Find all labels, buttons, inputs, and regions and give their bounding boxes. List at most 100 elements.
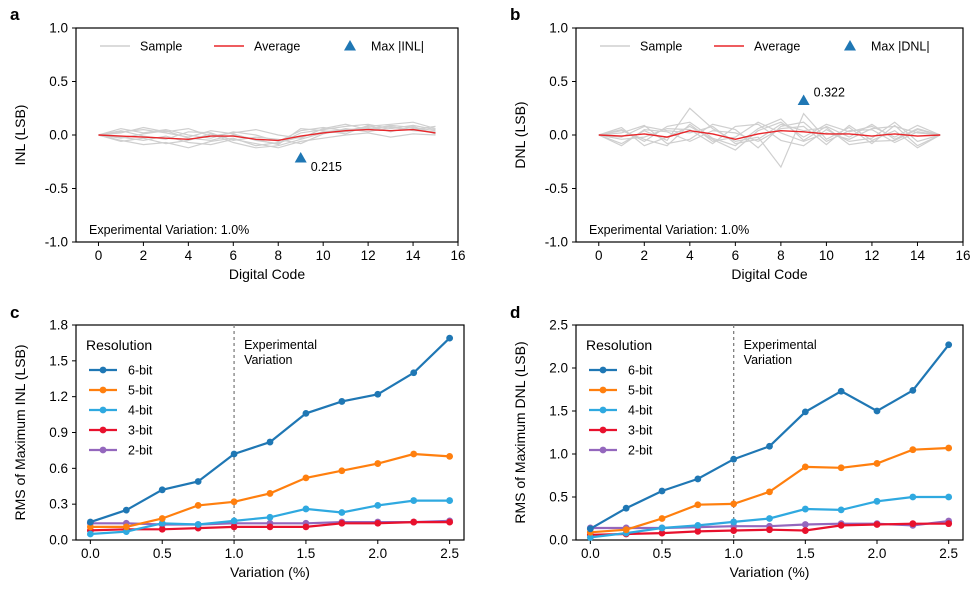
data-point [158,486,166,494]
data-point [446,518,454,526]
data-point [338,467,346,475]
data-point [158,525,166,533]
data-point [873,521,881,528]
series-6-bit-d [586,341,953,533]
series-4-bit-c [86,497,454,538]
x-tick-label-c: 0.0 [81,546,100,561]
data-point [837,506,845,514]
y-tick-label-b: 1.0 [549,21,568,36]
legend-entry: 2-bit [628,444,653,458]
data-point [266,523,274,531]
x-tick-label-c: 1.5 [297,546,316,561]
legend-sample-text: Sample [640,40,682,54]
legend-entry: 4-bit [128,404,153,418]
y-tick-label-b: 0.5 [549,74,568,89]
data-point [873,497,881,505]
data-point [694,521,702,529]
y-tick-label-c: 0.3 [49,497,68,512]
data-point [446,334,454,342]
data-point [730,455,738,463]
panel-c: c 0.0 0.5 1.0 1.5 2.0 2.5 0.0 0.3 0.6 0.9 1.2 1.5 1.8… [10,303,465,580]
x-tick-label-c: 2.5 [440,546,459,561]
data-point [194,521,202,528]
data-point [837,387,845,395]
x-axis-label-c: Variation (%) [230,564,310,580]
data-point [622,526,630,534]
data-point [658,529,666,537]
legend-marker [99,446,107,454]
data-point [266,490,274,497]
data-point [230,517,238,525]
y-tick-label-b: 0.0 [549,128,568,143]
data-point [766,515,773,522]
data-point [302,409,310,417]
legend-entry: 6-bit [128,364,153,378]
experimental-variation-note-a: Experimental Variation: 1.0% [89,223,249,237]
legend-entry: 2-bit [128,444,153,458]
data-point [694,475,702,483]
y-axis-label-b: DNL (LSB) [512,101,528,168]
data-point [86,523,94,531]
x-tick-label-c: 2.0 [368,546,387,561]
data-point [658,515,666,522]
data-point [122,528,130,536]
x-tick-label-b: 12 [864,248,879,263]
x-tick-label-b: 10 [819,248,834,263]
data-point [945,493,953,501]
data-point [658,487,666,495]
average-line-a [98,128,436,142]
legend-marker [599,386,607,394]
data-point [302,474,310,482]
data-point [410,369,418,377]
data-point [338,398,346,405]
x-tick-label-d: 2.0 [868,546,887,561]
x-tick-label-a: 14 [406,248,422,263]
data-point [586,525,594,533]
data-point [873,407,881,415]
data-point [909,446,917,454]
legend-sample-text: Sample [140,40,182,54]
y-axis-label-d: RMS of Maximum DNL (LSB) [512,341,528,523]
data-point [873,460,881,467]
x-tick-label-a: 4 [185,248,193,263]
x-tick-label-d: 0.0 [581,546,600,561]
x-tick-label-a: 6 [230,248,238,263]
data-point [945,444,953,452]
max-value-label-b: 0.322 [814,86,845,100]
data-point [374,501,382,509]
x-tick-label-d: 1.0 [724,546,743,561]
legend-title: Resolution [586,337,652,353]
data-point [801,463,809,471]
x-tick-label-a: 12 [361,248,376,263]
legend-average-text: Average [254,40,300,54]
y-tick-label-c: 1.8 [49,318,68,333]
legend-entry: 5-bit [628,384,653,398]
legend-entry: 5-bit [128,384,153,398]
panel-label-c: c [10,303,19,322]
y-tick-label-a: 0.5 [49,74,68,89]
x-tick-label-d: 1.5 [796,546,815,561]
data-point [230,498,238,506]
experimental-variation-label-d: Variation [744,353,792,367]
data-point [801,408,809,416]
data-point [945,520,953,528]
legend-marker [599,446,607,454]
legend-marker [99,366,107,374]
y-tick-label-c: 0.0 [49,533,68,548]
data-point [446,452,454,460]
legend-marker [99,426,107,434]
data-point [658,524,666,532]
data-point [338,509,346,516]
data-point [158,519,166,527]
y-tick-label-b: -0.5 [545,181,568,196]
data-point [801,505,809,513]
data-point [194,478,202,485]
legend-marker [599,366,607,374]
data-point [86,518,94,526]
data-point [837,521,845,529]
y-tick-label-a: 0.0 [49,128,68,143]
legend-max-text: Max |DNL| [871,40,930,54]
y-tick-label-a: -1.0 [45,235,68,250]
legend-title: Resolution [86,337,152,353]
